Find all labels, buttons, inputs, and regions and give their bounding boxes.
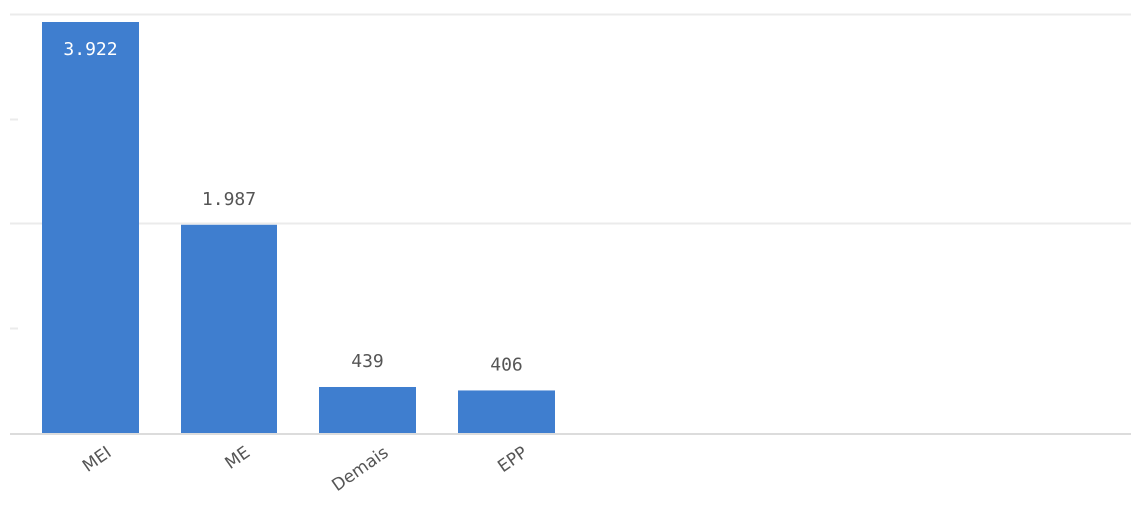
value-label: 406 xyxy=(490,354,523,375)
bar-epp[interactable] xyxy=(458,390,555,433)
bars-layer xyxy=(42,22,555,433)
category-label: EPP xyxy=(494,443,531,477)
category-label: Demais xyxy=(328,443,392,496)
category-labels: MEI ME Demais EPP xyxy=(79,443,531,496)
value-label: 439 xyxy=(351,351,384,372)
bar-demais[interactable] xyxy=(319,386,416,433)
value-labels: 3.922 1.987 439 406 xyxy=(63,39,522,375)
value-label: 1.987 xyxy=(202,189,256,210)
bar-me[interactable] xyxy=(181,224,277,433)
category-label: MEI xyxy=(79,443,115,477)
bar-mei[interactable] xyxy=(42,22,139,433)
grid-layer xyxy=(10,13,1131,435)
value-label: 3.922 xyxy=(63,39,117,60)
category-label: ME xyxy=(222,443,254,474)
